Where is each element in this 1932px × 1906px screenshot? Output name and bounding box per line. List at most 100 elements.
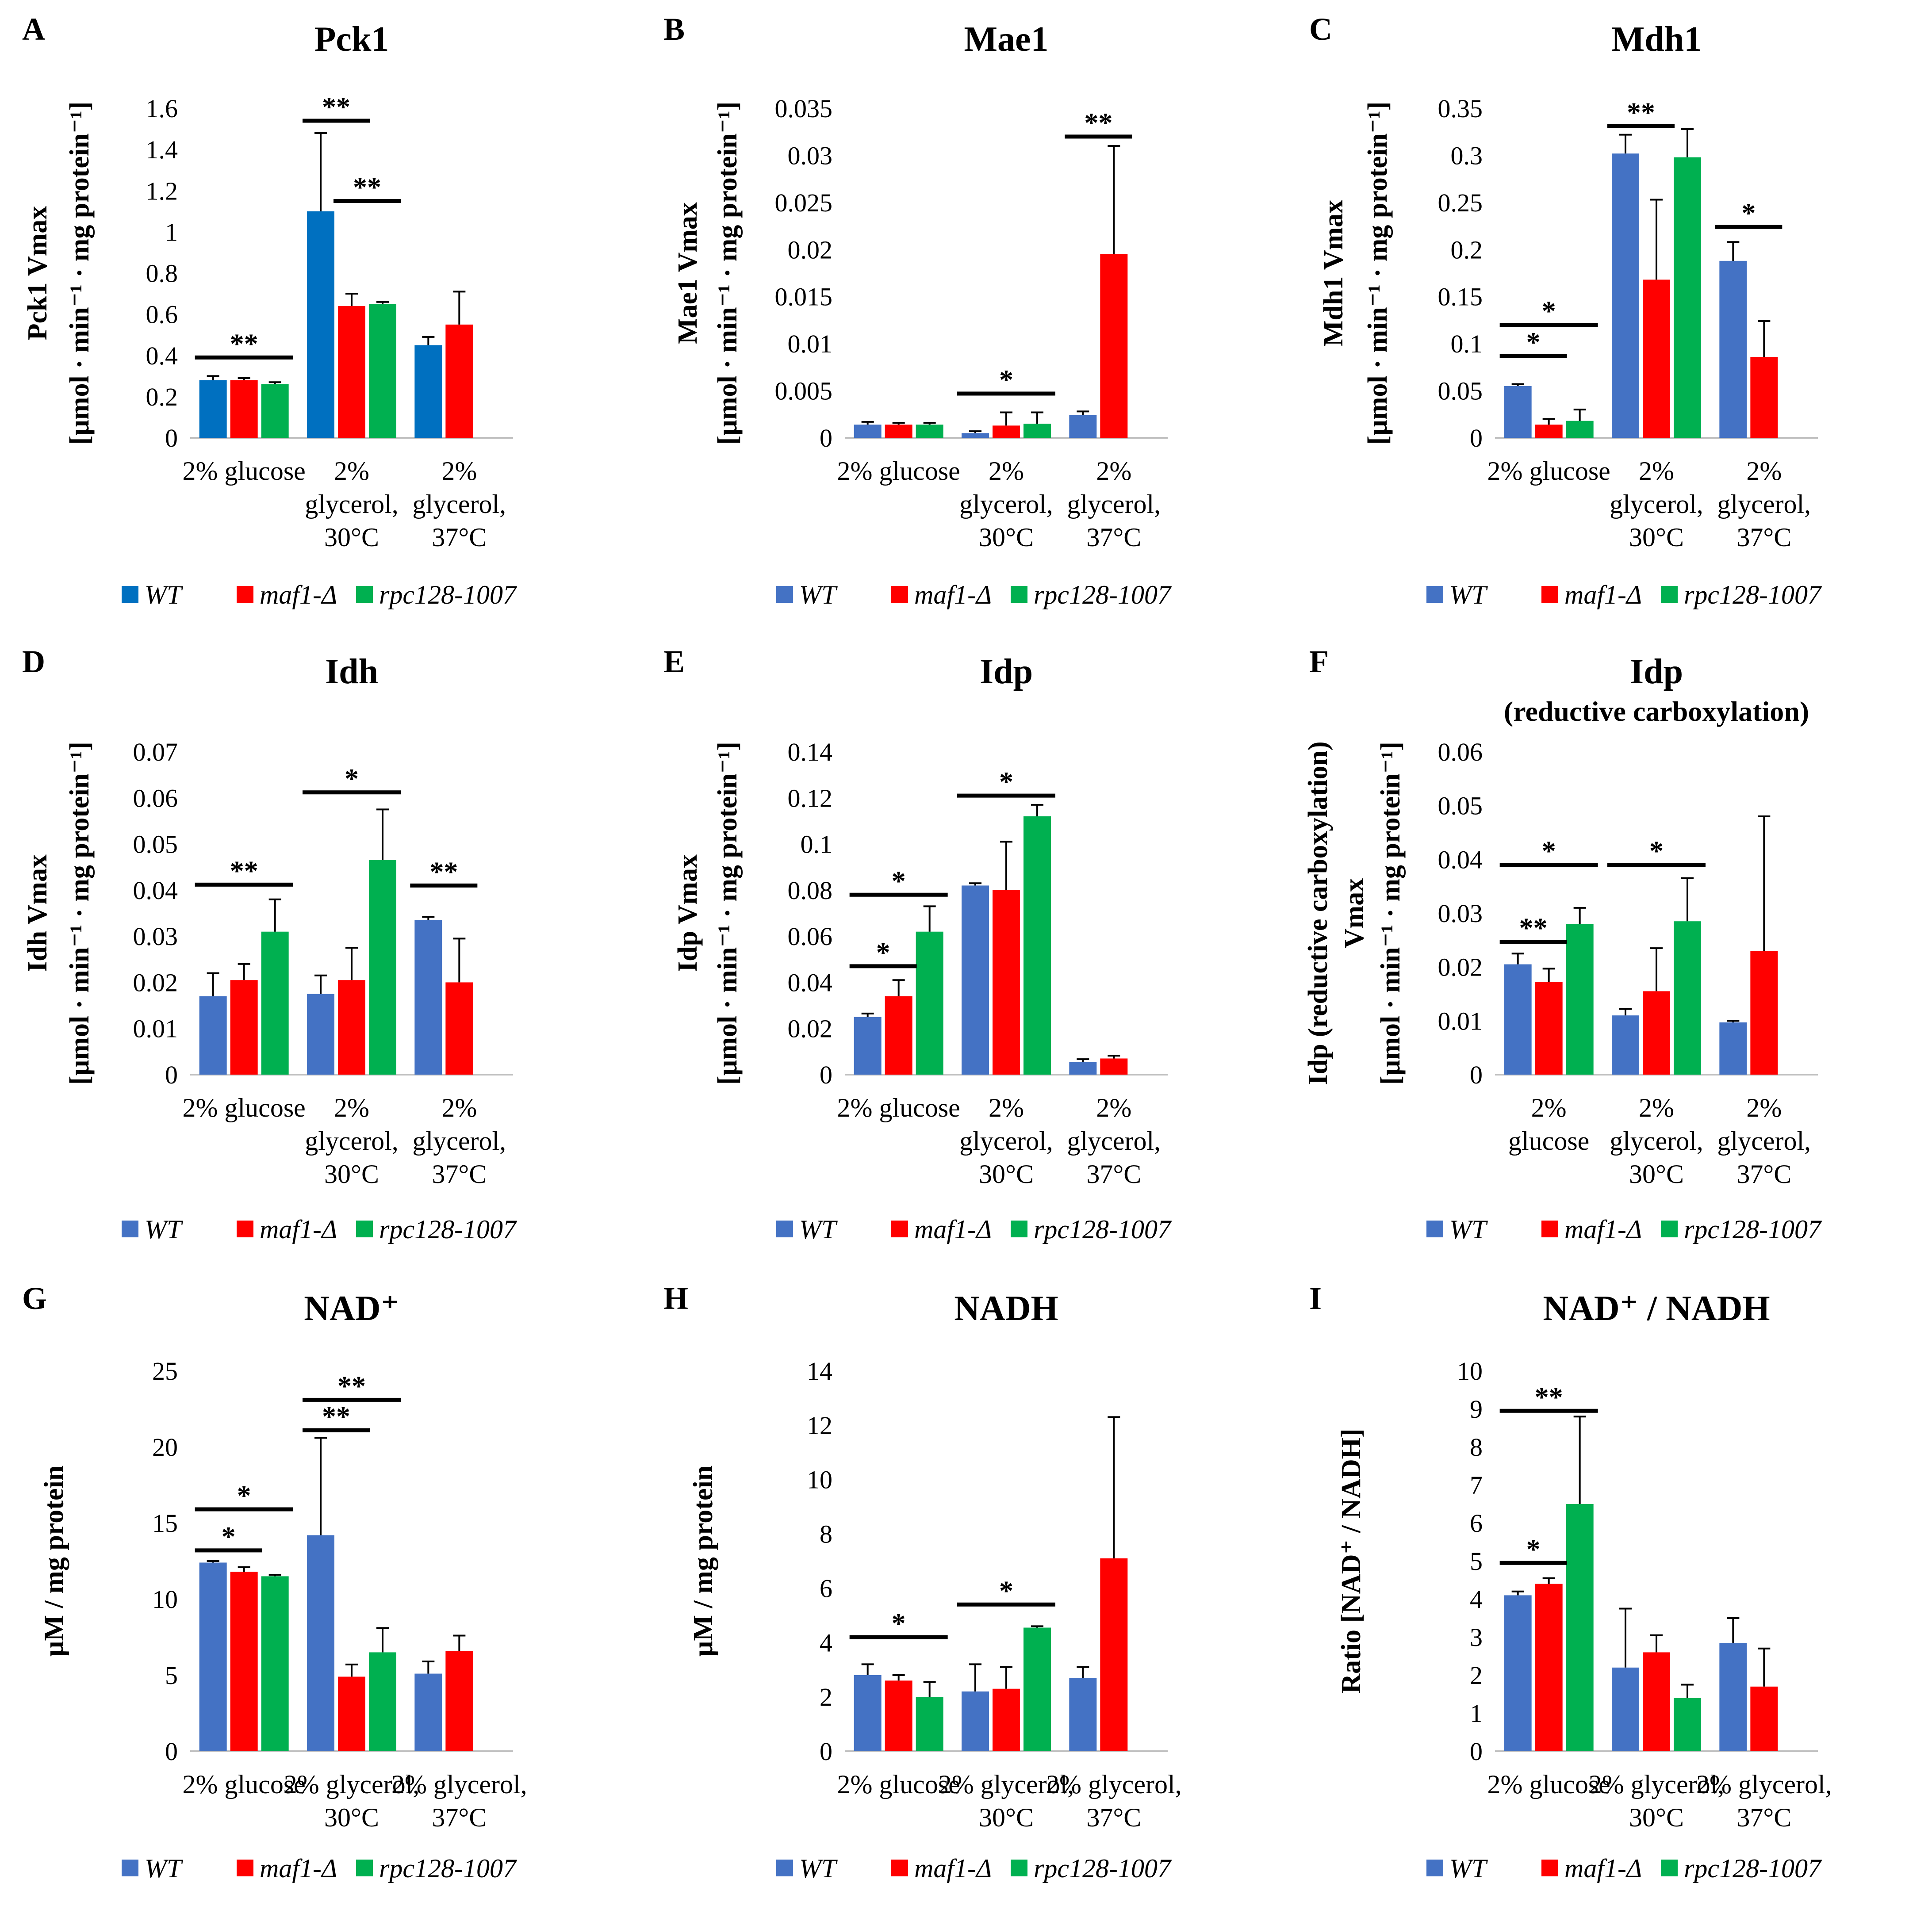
bar-E-s1-g0 — [885, 996, 912, 1075]
bar-A-s0-g2 — [414, 345, 442, 438]
y-tick-label: 6 — [820, 1574, 832, 1603]
x-tick-label: 2% — [989, 1093, 1024, 1122]
legend-swatch — [1011, 586, 1027, 603]
legend-label: rpc128-1007 — [1684, 580, 1822, 609]
bar-I-s1-g2 — [1750, 1686, 1778, 1751]
bar-D-s0-g1 — [307, 994, 334, 1075]
x-tick-label: glucose — [1508, 1126, 1589, 1156]
significance-label: ** — [337, 1370, 366, 1401]
bar-C-s2-g0 — [1566, 421, 1594, 438]
bar-E-s1-g1 — [993, 890, 1020, 1075]
panel-E: E Idp 0 0.02 0.04 0.06 0.08 0.1 0.12 0.14 Idp Vmax… — [663, 644, 1172, 1244]
legend-swatch — [1661, 586, 1678, 603]
legend-swatch — [1426, 1860, 1443, 1876]
legend-label: rpc128-1007 — [1034, 580, 1172, 609]
y-tick-label: 0.02 — [788, 1014, 833, 1043]
x-tick-label: 2% glycerol, — [939, 1770, 1074, 1799]
bar-C-s0-g0 — [1504, 386, 1532, 438]
legend-swatch — [122, 1860, 138, 1876]
y-axis-label: Idh Vmax — [23, 854, 53, 972]
panel-letter: C — [1309, 11, 1332, 47]
bar-G-s2-g1 — [369, 1652, 396, 1751]
y-tick-label: 0.02 — [133, 968, 178, 997]
x-tick-label: 30°C — [324, 1160, 379, 1189]
chart-title: Idp — [980, 652, 1033, 691]
legend-swatch — [1541, 1221, 1558, 1237]
bar-F-s0-g1 — [1612, 1015, 1639, 1075]
bar-H-s2-g0 — [916, 1697, 943, 1751]
bar-I-s2-g0 — [1566, 1504, 1594, 1751]
bar-D-s0-g0 — [199, 996, 227, 1075]
bar-C-s1-g2 — [1750, 356, 1778, 438]
chart-title: Pck1 — [314, 20, 389, 59]
x-tick-label: 37°C — [1736, 523, 1791, 552]
x-tick-label: 2% — [989, 456, 1024, 486]
y-tick-label: 0.15 — [1438, 283, 1483, 311]
y-tick-label: 0.01 — [1438, 1007, 1483, 1035]
y-tick-label: 0.02 — [1438, 953, 1483, 982]
x-tick-label: 2% — [334, 456, 369, 486]
x-tick-label: glycerol, — [1067, 490, 1161, 519]
x-tick-label: 37°C — [1086, 1803, 1141, 1832]
significance-label: * — [892, 1607, 906, 1639]
y-axis-label: [µmol · min⁻¹ · mg protein⁻¹] — [65, 742, 95, 1085]
legend-label: rpc128-1007 — [1034, 1215, 1172, 1244]
x-tick-label: 30°C — [979, 1160, 1034, 1189]
bar-B-s1-g1 — [993, 425, 1020, 438]
y-tick-label: 0.03 — [133, 922, 178, 951]
y-axis-label: [µmol · min⁻¹ · mg protein⁻¹] — [713, 101, 743, 444]
significance-label: * — [876, 937, 890, 968]
legend-swatch — [122, 1221, 138, 1237]
x-tick-label: 30°C — [979, 1803, 1034, 1832]
bar-A-s2-g0 — [261, 384, 289, 438]
panel-letter: A — [22, 11, 45, 47]
bar-A-s1-g0 — [230, 380, 258, 438]
y-tick-label: 14 — [807, 1357, 832, 1385]
legend-swatch — [356, 586, 373, 603]
panel-I: I NAD⁺ / NADH 0 1 2 3 4 5 6 7 8 9 10 Ratio [NAD⁺ / NA… — [1309, 1281, 1832, 1883]
legend-label: WT — [1449, 580, 1488, 609]
x-tick-label: 37°C — [1736, 1803, 1791, 1832]
y-tick-label: 0.35 — [1438, 94, 1483, 123]
x-tick-label: 2% glucose — [837, 1093, 960, 1122]
legend: WT maf1-Δ rpc128-1007 — [1426, 1215, 1822, 1244]
significance-label: * — [1526, 326, 1541, 358]
y-tick-label: 0.02 — [788, 235, 833, 264]
chart-title: Mdh1 — [1611, 20, 1702, 59]
x-tick-label: 2% glycerol, — [1589, 1770, 1725, 1799]
legend-label: WT — [799, 1215, 838, 1244]
bar-C-s1-g1 — [1643, 279, 1670, 438]
legend-label: maf1-Δ — [1564, 1215, 1642, 1244]
y-tick-label: 0 — [820, 1737, 832, 1766]
x-tick-label: 2% glycerol, — [1696, 1770, 1832, 1799]
significance-label: ** — [1535, 1381, 1563, 1412]
bar-A-s1-g1 — [338, 306, 365, 438]
x-tick-label: glycerol, — [1717, 1126, 1811, 1156]
y-tick-label: 0.08 — [788, 876, 833, 905]
y-tick-label: 0 — [1470, 1060, 1483, 1089]
y-tick-label: 0.06 — [133, 784, 178, 812]
panel-F: F Idp (reductive carboxylation) 0 0.01 0.02 0.… — [1303, 644, 1822, 1244]
legend-swatch — [1661, 1860, 1678, 1876]
y-tick-label: 0.6 — [146, 300, 178, 329]
panel-C: C Mdh1 0 0.05 0.1 0.15 0.2 0.25 0.3 0.35 Mdh1 Vmax… — [1309, 11, 1822, 609]
x-tick-label: 37°C — [432, 1160, 487, 1189]
y-axis-label: [µmol · min⁻¹ · mg protein⁻¹] — [1363, 101, 1393, 444]
chart-title: NAD⁺ — [304, 1289, 399, 1328]
y-axis-label: Idp Vmax — [673, 854, 703, 972]
bar-F-s2-g0 — [1566, 924, 1594, 1075]
panel-B: B Mae1 0 0.005 0.01 0.015 0.02 0.025 0.03 0.035 Ma… — [663, 11, 1172, 609]
y-tick-label: 0.04 — [133, 876, 178, 905]
bar-H-s1-g0 — [885, 1680, 912, 1751]
chart-title: NAD⁺ / NADH — [1543, 1289, 1770, 1328]
x-tick-label: glycerol, — [1610, 1126, 1703, 1156]
chart-title: Idp — [1630, 652, 1683, 691]
x-tick-label: 2% glucose — [183, 456, 306, 486]
bar-E-s1-g2 — [1100, 1058, 1128, 1075]
y-tick-label: 0.05 — [1438, 377, 1483, 406]
legend-swatch — [1426, 586, 1443, 603]
x-tick-label: 2% glycerol, — [391, 1770, 527, 1799]
x-tick-label: glycerol, — [959, 490, 1053, 519]
legend-swatch — [891, 1860, 908, 1876]
